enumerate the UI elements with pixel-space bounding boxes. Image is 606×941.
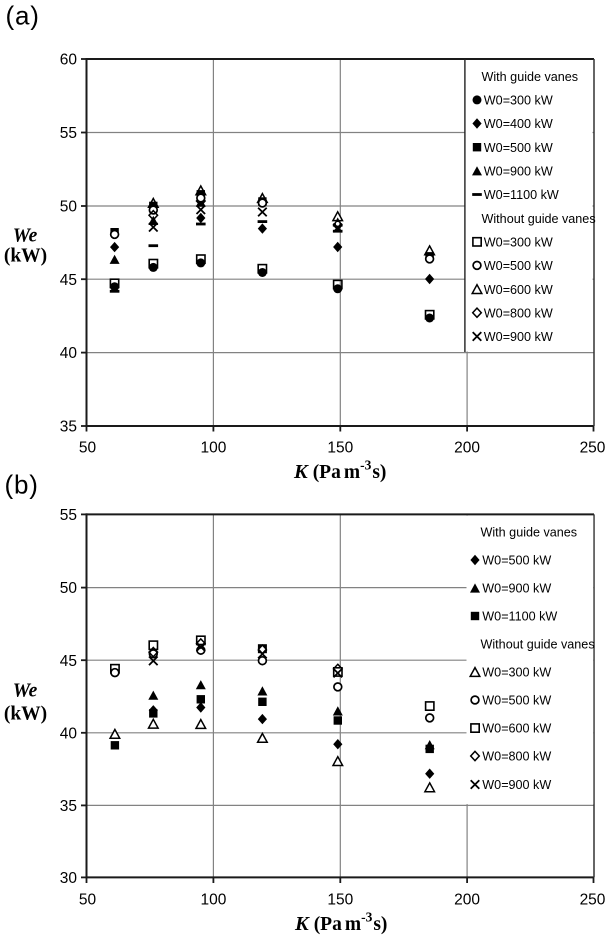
svg-text:(a): (a) bbox=[6, 1, 40, 31]
svg-text:W0=600 kW: W0=600 kW bbox=[484, 283, 553, 297]
svg-text:50: 50 bbox=[79, 892, 97, 909]
svg-text:(kW): (kW) bbox=[4, 704, 47, 725]
svg-text:W0=400 kW: W0=400 kW bbox=[484, 117, 553, 131]
svg-text:W0=500 kW: W0=500 kW bbox=[484, 141, 553, 155]
svg-text:W0=900 kW: W0=900 kW bbox=[482, 582, 551, 596]
svg-text:W0=500 kW: W0=500 kW bbox=[482, 554, 551, 568]
svg-text:(kW): (kW) bbox=[4, 245, 47, 266]
svg-text:K(Pam-3s): K (Pa m-3s) bbox=[294, 910, 387, 936]
svg-text:With guide vanes: With guide vanes bbox=[481, 526, 578, 540]
svg-text:150: 150 bbox=[327, 439, 353, 456]
svg-text:W0=300 kW: W0=300 kW bbox=[484, 94, 553, 108]
svg-text:(b): (b) bbox=[5, 470, 39, 500]
svg-text:W0=900 kW: W0=900 kW bbox=[482, 778, 551, 792]
svg-text:200: 200 bbox=[454, 439, 480, 456]
svg-text:W0=800 kW: W0=800 kW bbox=[482, 750, 551, 764]
svg-text:45: 45 bbox=[60, 272, 77, 289]
svg-text:W0=300 kW: W0=300 kW bbox=[484, 236, 553, 250]
svg-text:W0=1100 kW: W0=1100 kW bbox=[484, 188, 559, 202]
svg-text:Without guide vanes: Without guide vanes bbox=[482, 212, 596, 226]
svg-text:We: We bbox=[13, 226, 38, 247]
svg-text:55: 55 bbox=[60, 125, 77, 142]
svg-text:W0=900 kW: W0=900 kW bbox=[484, 165, 553, 179]
svg-text:W0=500 kW: W0=500 kW bbox=[484, 259, 553, 273]
svg-text:45: 45 bbox=[60, 653, 77, 670]
svg-text:W0=800 kW: W0=800 kW bbox=[484, 306, 553, 320]
svg-text:50: 50 bbox=[60, 580, 78, 597]
svg-text:W0=300 kW: W0=300 kW bbox=[482, 666, 551, 680]
svg-text:30: 30 bbox=[60, 870, 78, 887]
svg-text:K(Pam-3s): K (Pa m-3s) bbox=[293, 458, 386, 484]
svg-text:100: 100 bbox=[200, 439, 226, 456]
svg-text:W0=500 kW: W0=500 kW bbox=[482, 694, 551, 708]
svg-text:35: 35 bbox=[60, 798, 77, 815]
svg-text:35: 35 bbox=[60, 419, 77, 436]
svg-text:100: 100 bbox=[200, 892, 226, 909]
svg-text:40: 40 bbox=[60, 725, 78, 742]
svg-text:55: 55 bbox=[60, 507, 77, 524]
svg-text:60: 60 bbox=[60, 52, 78, 69]
svg-text:250: 250 bbox=[580, 892, 606, 909]
svg-text:W0=600 kW: W0=600 kW bbox=[482, 722, 551, 736]
svg-text:With guide vanes: With guide vanes bbox=[482, 70, 579, 84]
svg-text:50: 50 bbox=[79, 439, 97, 456]
svg-text:40: 40 bbox=[60, 345, 78, 362]
svg-text:200: 200 bbox=[454, 892, 480, 909]
svg-text:W0=900 kW: W0=900 kW bbox=[484, 330, 553, 344]
svg-text:150: 150 bbox=[327, 892, 353, 909]
svg-text:250: 250 bbox=[580, 439, 606, 456]
svg-text:W0=1100 kW: W0=1100 kW bbox=[482, 610, 557, 624]
svg-text:We: We bbox=[13, 681, 38, 702]
svg-text:Without guide vanes: Without guide vanes bbox=[481, 638, 595, 652]
svg-text:50: 50 bbox=[60, 199, 78, 216]
